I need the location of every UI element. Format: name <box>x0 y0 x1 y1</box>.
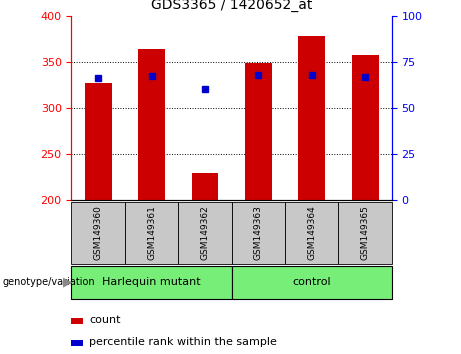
Text: GSM149362: GSM149362 <box>201 205 209 260</box>
Title: GDS3365 / 1420652_at: GDS3365 / 1420652_at <box>151 0 313 12</box>
Bar <box>71 266 231 299</box>
Bar <box>71 340 83 346</box>
Bar <box>71 202 125 264</box>
Text: count: count <box>89 315 121 325</box>
Text: GSM149361: GSM149361 <box>147 205 156 260</box>
Bar <box>245 63 272 200</box>
Text: genotype/variation: genotype/variation <box>2 277 95 287</box>
Bar <box>298 36 325 200</box>
Text: GSM149365: GSM149365 <box>361 205 370 260</box>
Bar <box>338 202 392 264</box>
Bar <box>125 202 178 264</box>
Bar <box>352 55 378 200</box>
Text: GSM149364: GSM149364 <box>307 205 316 260</box>
Bar <box>231 266 392 299</box>
Bar <box>285 202 338 264</box>
Text: GSM149360: GSM149360 <box>94 205 103 260</box>
Bar <box>71 318 83 324</box>
Text: control: control <box>292 277 331 287</box>
Bar <box>192 173 219 200</box>
Text: percentile rank within the sample: percentile rank within the sample <box>89 337 277 347</box>
Text: GSM149363: GSM149363 <box>254 205 263 260</box>
Bar <box>85 83 112 200</box>
Bar <box>231 202 285 264</box>
Bar <box>138 49 165 200</box>
Bar <box>178 202 231 264</box>
Text: Harlequin mutant: Harlequin mutant <box>102 277 201 287</box>
Text: ▶: ▶ <box>64 276 73 289</box>
